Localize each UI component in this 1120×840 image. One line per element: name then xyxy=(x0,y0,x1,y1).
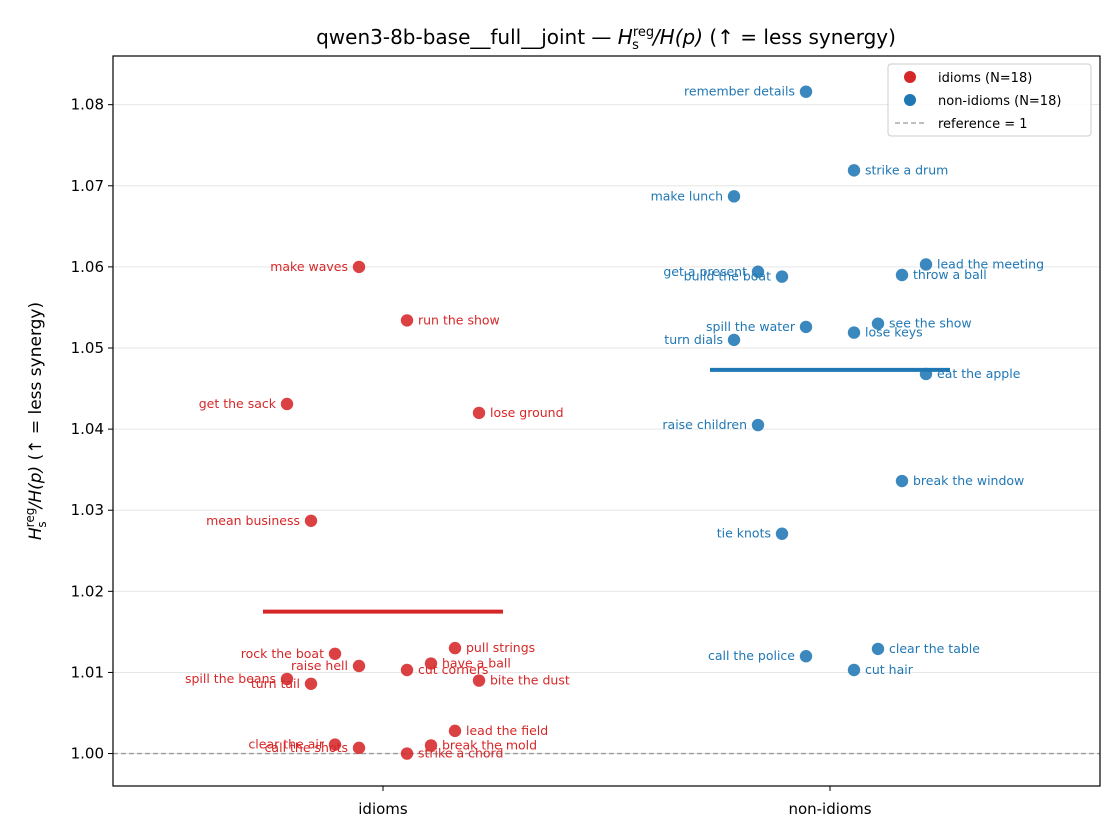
point-label: spill the water xyxy=(706,319,796,334)
x-axis: idioms non-idioms xyxy=(358,786,872,818)
data-point xyxy=(799,650,813,663)
point-label: strike a chord xyxy=(418,746,503,761)
point-label: make waves xyxy=(270,259,348,274)
point-label: get the sack xyxy=(199,396,277,411)
data-point xyxy=(424,739,438,752)
data-point xyxy=(919,367,933,381)
point-label: tie knots xyxy=(717,526,771,541)
point-label: run the show xyxy=(418,312,500,327)
chart-title: qwen3-8b-base__full__joint — Hreg s/H(p) … xyxy=(316,25,896,53)
point-label: make lunch xyxy=(651,188,723,203)
data-point xyxy=(775,527,789,540)
point-label: mean business xyxy=(206,513,300,528)
point-label: spill the beans xyxy=(185,671,276,686)
point-label: break the mold xyxy=(442,737,537,752)
legend-box xyxy=(887,63,1092,137)
y-tick-label: 1.05 xyxy=(71,339,104,357)
point-label: see the show xyxy=(889,316,972,331)
data-point xyxy=(352,659,366,673)
point-label: throw a ball xyxy=(913,267,987,282)
data-point xyxy=(472,674,486,687)
point-label: clear the table xyxy=(889,641,980,656)
point-label: have a ball xyxy=(442,656,511,671)
point-label: rock the boat xyxy=(241,646,324,661)
data-point xyxy=(400,747,414,760)
y-tick-label: 1.02 xyxy=(71,582,104,600)
point-label: bite the dust xyxy=(490,673,570,688)
data-point xyxy=(328,738,342,751)
legend: idioms (N=18) non-idioms (N=18) referenc… xyxy=(887,63,1092,137)
data-point xyxy=(919,258,933,271)
y-tick-label: 1.07 xyxy=(71,177,104,195)
point-label: call the police xyxy=(708,648,795,663)
plot-frame xyxy=(112,55,1101,787)
point-label: lose ground xyxy=(490,405,564,420)
y-tick-label: 1.01 xyxy=(71,663,104,681)
point-label: raise hell xyxy=(291,658,348,673)
data-point xyxy=(751,265,765,278)
data-point xyxy=(847,663,861,677)
data-point xyxy=(280,397,294,411)
data-point xyxy=(400,663,414,677)
point-label: break the window xyxy=(913,473,1024,488)
data-point xyxy=(847,326,861,339)
data-point xyxy=(727,333,741,347)
data-point xyxy=(352,741,366,755)
mean-bars xyxy=(263,367,950,614)
x-tick-label-non-idioms: non-idioms xyxy=(788,800,871,818)
data-point xyxy=(847,164,861,177)
y-axis-label: Hregs/H(p) (↑ = less synergy) xyxy=(23,302,49,540)
legend-entry-non-idioms: non-idioms (N=18) xyxy=(938,94,1061,109)
point-label: strike a drum xyxy=(865,162,948,177)
point-label: raise children xyxy=(662,417,747,432)
point-label: lead the field xyxy=(466,723,548,738)
data-point xyxy=(352,260,366,274)
point-label: pull strings xyxy=(466,640,535,655)
data-point xyxy=(799,85,813,98)
data-point xyxy=(799,320,813,334)
point-label: turn tail xyxy=(251,676,300,691)
legend-entry-reference: reference = 1 xyxy=(938,117,1028,132)
point-label: lead the meeting xyxy=(937,256,1044,271)
data-point xyxy=(871,317,885,330)
data-point xyxy=(448,724,462,738)
legend-marker-idioms xyxy=(904,71,916,83)
data-point xyxy=(400,314,414,327)
data-points xyxy=(280,85,933,760)
data-point xyxy=(328,647,342,660)
data-point xyxy=(895,268,909,282)
data-point xyxy=(304,677,318,690)
y-tick-label: 1.00 xyxy=(71,745,104,763)
data-point xyxy=(871,642,885,656)
y-tick-label: 1.06 xyxy=(71,258,104,276)
y-tick-label: 1.08 xyxy=(71,96,104,114)
data-point xyxy=(472,406,486,420)
y-tick-label: 1.04 xyxy=(71,420,104,438)
data-point xyxy=(727,190,741,203)
point-label: cut hair xyxy=(865,662,914,677)
point-label: get a present xyxy=(663,264,747,279)
data-point xyxy=(304,514,318,527)
data-point xyxy=(751,418,765,432)
y-axis: 1.00 1.01 1.02 1.03 1.04 1.05 1.06 1.07 1.08 xyxy=(71,96,113,763)
point-label: lose keys xyxy=(865,325,923,340)
point-label: turn dials xyxy=(664,332,723,347)
legend-marker-non-idioms xyxy=(904,94,916,106)
point-label: cut corners xyxy=(418,662,488,677)
point-label: build the boat xyxy=(684,269,771,284)
legend-entry-idioms: idioms (N=18) xyxy=(938,71,1032,86)
point-labels: make waves run the show get the sack lose g… xyxy=(185,84,1044,761)
data-point xyxy=(448,641,462,655)
data-point xyxy=(424,657,438,670)
data-point xyxy=(895,474,909,488)
x-tick-label-idioms: idioms xyxy=(358,800,408,818)
point-label: clear the air xyxy=(248,737,324,752)
point-label: remember details xyxy=(684,84,795,99)
y-tick-label: 1.03 xyxy=(71,501,104,519)
data-point xyxy=(280,672,294,686)
data-point xyxy=(775,270,789,283)
point-label: call the shots xyxy=(265,740,348,755)
point-label: eat the apple xyxy=(937,366,1021,381)
